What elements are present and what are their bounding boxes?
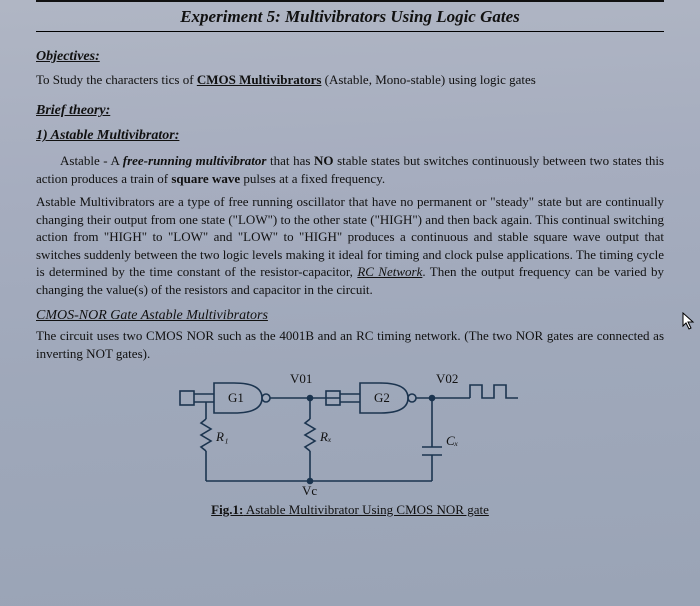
fig-label: Fig.1: [211,502,243,517]
text: Astable - A [60,153,123,168]
label-vc: Vc [302,483,317,498]
text-rc: RC Network [357,264,422,279]
text: pulses at a fixed frequency. [240,171,385,186]
label-r1: R₁ [215,429,228,444]
title-box: Experiment 5: Multivibrators Using Logic… [36,0,664,32]
label-rx: Rₓ [319,429,332,444]
label-g1: G1 [228,390,244,405]
astable-heading: 1) Astable Multivibrator: [36,127,664,146]
text-italic: free-running multivibrator [123,153,267,168]
cursor-icon [682,312,696,337]
text: that has [266,153,314,168]
label-vo2: V02 [436,371,458,386]
text: (Astable, Mono-stable) using logic gates [321,72,535,87]
circuit-diagram: G1 G2 V01 V02 R₁ Rₓ Cₓ Vc [170,369,530,499]
figure-caption: Fig.1: Astable Multivibrator Using CMOS … [36,501,664,519]
page: Experiment 5: Multivibrators Using Logic… [0,0,700,528]
text-bold: NO [314,153,334,168]
objectives-text: To Study the characters tics of CMOS Mul… [36,71,664,89]
text-bold: square wave [171,171,240,186]
objectives-heading: Objectives: [36,48,100,67]
label-g2: G2 [374,390,390,405]
astable-paragraph-1: Astable - A free-running multivibrator t… [36,152,664,187]
text-bold: CMOS Multivibrators [197,72,322,87]
fig-text: Astable Multivibrator Using CMOS NOR gat… [243,502,489,517]
label-vo1: V01 [290,371,312,386]
page-title: Experiment 5: Multivibrators Using Logic… [36,6,664,32]
brief-theory-heading: Brief theory: [36,102,110,121]
astable-paragraph-2: Astable Multivibrators are a type of fre… [36,193,664,298]
cmos-paragraph: The circuit uses two CMOS NOR such as th… [36,327,664,362]
cmos-nor-heading: CMOS-NOR Gate Astable Multivibrators [36,307,664,326]
text: To Study the characters tics of [36,72,197,87]
label-cx: Cₓ [446,433,459,448]
